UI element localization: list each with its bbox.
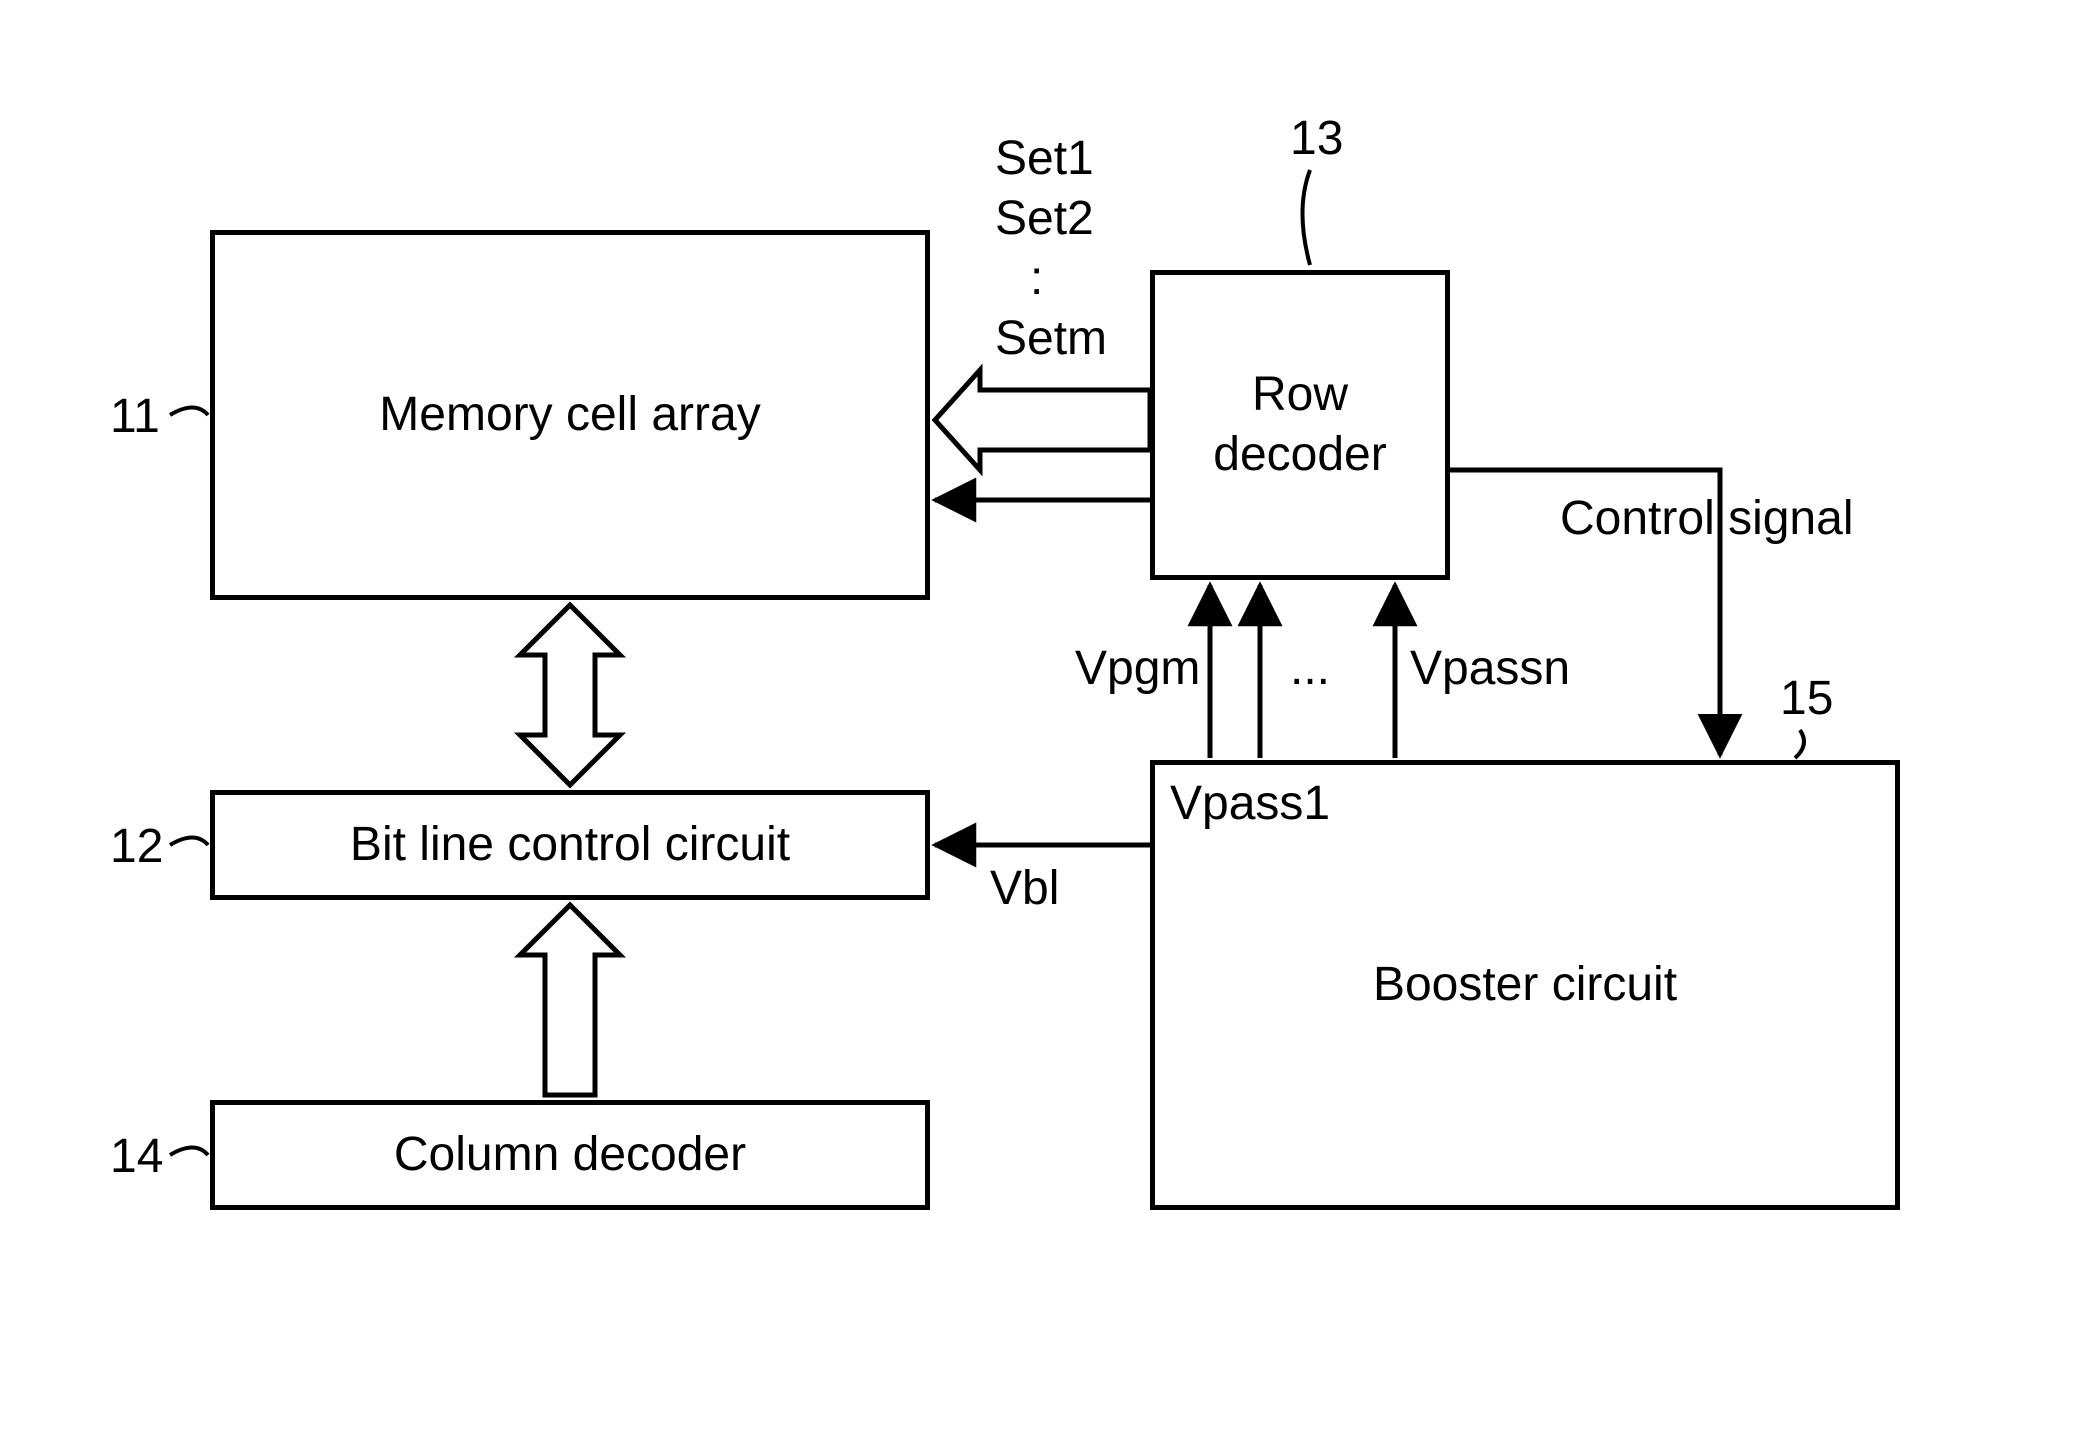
vpgm-label: Vpgm	[1075, 640, 1200, 698]
ref-15: 15	[1780, 670, 1833, 728]
setm-label: Setm	[995, 310, 1107, 368]
control-signal-label: Control signal	[1560, 490, 1853, 548]
ref-12-leader	[170, 838, 208, 846]
ref-14-leader	[170, 1148, 208, 1156]
ref-13-leader	[1303, 170, 1311, 265]
vpass-ellipsis: ...	[1290, 640, 1330, 698]
set1-label: Set1	[995, 130, 1094, 188]
vbl-label: Vbl	[990, 860, 1059, 918]
col-to-blc-arrow	[520, 905, 620, 1095]
block-diagram: Memory cell array Bit line control circu…	[0, 0, 2077, 1438]
ref-11-leader	[170, 408, 208, 416]
sets-bus-arrow	[935, 370, 1150, 470]
vpassn-label: Vpassn	[1410, 640, 1570, 698]
ref-13: 13	[1290, 110, 1343, 168]
ref-15-leader	[1795, 730, 1804, 758]
set-colon-label: :	[1030, 250, 1043, 308]
ref-12: 12	[110, 818, 163, 876]
mem-to-blc-double-arrow	[520, 605, 620, 785]
ref-14: 14	[110, 1128, 163, 1186]
vpass1-label: Vpass1	[1170, 775, 1330, 833]
ref-11: 11	[110, 388, 160, 446]
set2-label: Set2	[995, 190, 1094, 248]
